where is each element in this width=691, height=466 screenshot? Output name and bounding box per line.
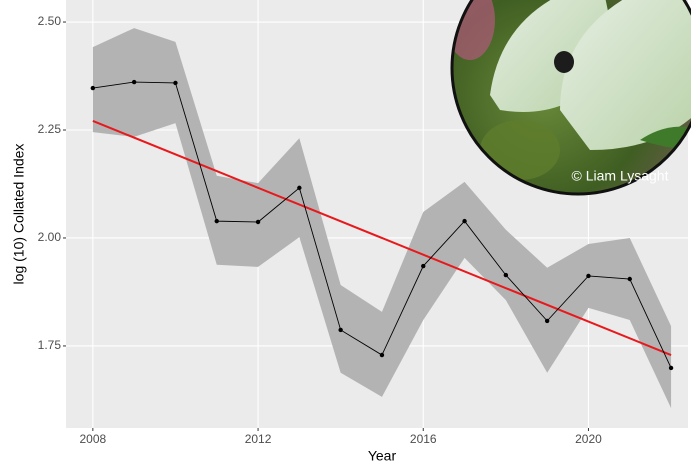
data-point: [90, 85, 96, 91]
data-point: [173, 80, 178, 86]
x-tick-label: 2012: [245, 432, 272, 446]
data-point: [421, 263, 426, 269]
data-point: [131, 79, 137, 85]
data-point: [462, 218, 467, 224]
data-point: [297, 185, 302, 191]
y-tick-label: 2.00: [38, 230, 62, 244]
x-tick-label: 2020: [575, 432, 602, 446]
data-point: [586, 273, 591, 279]
x-tick-label: 2016: [410, 432, 437, 446]
data-point: [627, 276, 632, 282]
confidence-band: [92, 28, 672, 409]
y-tick-label: 2.50: [38, 14, 62, 28]
data-point: [338, 327, 343, 333]
y-tick-label: 1.75: [38, 338, 62, 352]
data-point: [544, 318, 550, 324]
data-point: [214, 218, 219, 224]
trend-line: [92, 120, 672, 356]
y-tick-label: 2.25: [38, 122, 62, 136]
photo-credit: © Liam Lysaght: [572, 168, 669, 184]
data-point: [668, 365, 674, 371]
y-axis-title: log (10) Collated Index: [11, 144, 27, 285]
x-axis-title: Year: [368, 448, 397, 464]
data-point: [379, 352, 385, 358]
x-tick-label: 2008: [79, 432, 106, 446]
data-point: [255, 219, 261, 225]
photo-inset: © Liam Lysaght: [450, 0, 691, 196]
data-point: [503, 272, 509, 278]
